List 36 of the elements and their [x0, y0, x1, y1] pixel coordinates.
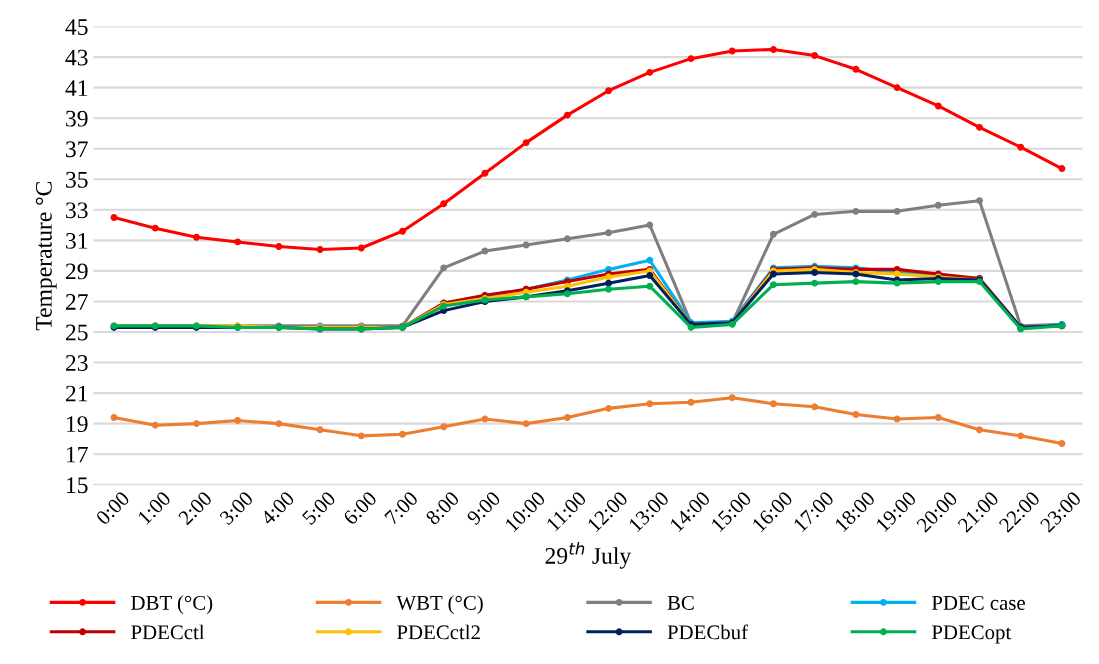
y-tick-label: 17 [67, 446, 88, 463]
legend-label: PDECopt [931, 625, 1012, 644]
y-tick-label: 19 [67, 416, 88, 433]
legend-label: DBT (°C) [131, 595, 213, 615]
y-tick-label: 27 [65, 294, 88, 310]
y-tick-label: 15 [67, 477, 88, 494]
y-tick-label: 31 [66, 232, 88, 249]
legend-label: PDECbuf [667, 624, 749, 640]
y-tick-label: 23 [65, 355, 88, 371]
legend-label: PDECctl [131, 624, 205, 640]
y-tick-label: 37 [66, 141, 88, 158]
y-tick-label: 35 [66, 171, 88, 188]
legend-label: WBT (°C) [396, 595, 483, 615]
x-tick-label: 3:00 [219, 490, 254, 526]
x-tick-label: 6:00 [342, 490, 378, 526]
y-tick-label: 43 [65, 49, 88, 66]
y-axis-title: Temperature °C [35, 181, 57, 331]
legend-label: PDECctl2 [397, 624, 480, 640]
legend-label: BC [667, 595, 694, 610]
x-axis-title: 29$^{th}$ July [545, 542, 632, 569]
y-tick-label: 21 [65, 385, 88, 402]
x-tick-label: 4:00 [259, 490, 296, 526]
x-tick-label: 2:00 [177, 490, 213, 526]
legend-label: PDEC case [931, 595, 1025, 610]
x-tick-label: 0:00 [95, 490, 131, 526]
x-tick-label: 1:00 [137, 490, 172, 525]
y-tick-label: 45 [65, 19, 88, 35]
y-tick-label: 39 [66, 110, 88, 127]
y-tick-label: 41 [65, 80, 88, 96]
y-tick-label: 25 [65, 324, 88, 341]
x-tick-label: 7:00 [384, 490, 419, 526]
x-tick-label: 8:00 [424, 490, 461, 526]
y-tick-label: 29 [65, 263, 88, 280]
y-tick-label: 33 [66, 202, 88, 219]
x-tick-label: 5:00 [301, 490, 337, 526]
x-tick-label: 9:00 [466, 490, 502, 526]
